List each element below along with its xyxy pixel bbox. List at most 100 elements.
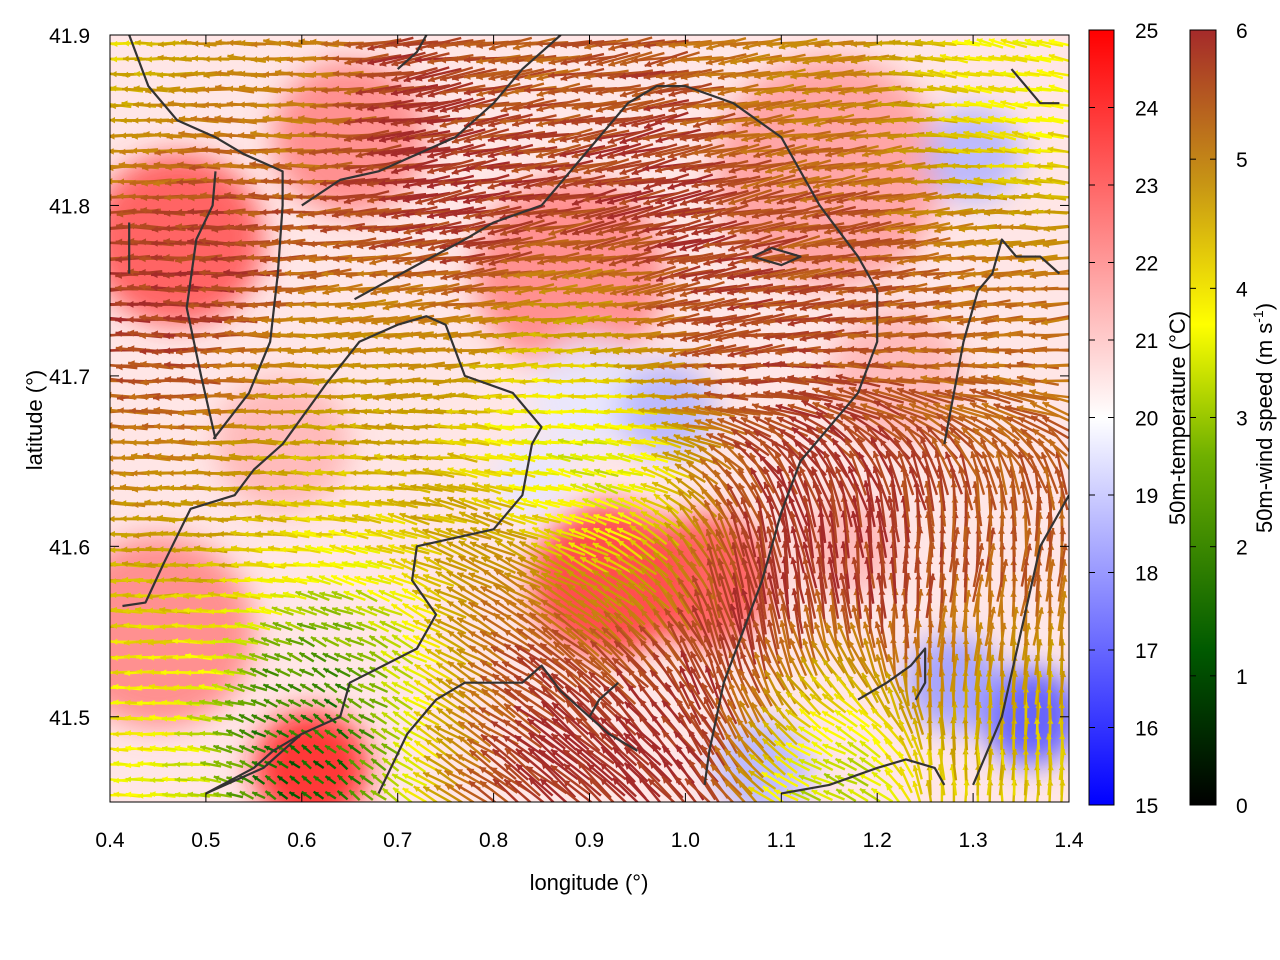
wind-vector	[359, 315, 398, 325]
wind-vector	[186, 714, 211, 722]
wind-vector	[368, 650, 389, 664]
wind-vector	[310, 651, 327, 663]
colorbar-tick-label: 16	[1135, 718, 1158, 741]
wind-vector	[387, 512, 418, 526]
wind-vector	[289, 775, 301, 785]
colorbar-tick-label: 21	[1135, 330, 1158, 353]
colorbar-tick-label: 15	[1135, 795, 1158, 818]
wind-vector	[382, 314, 423, 326]
wind-vector	[282, 591, 307, 600]
wind-vector	[367, 605, 390, 617]
wind-vector	[141, 177, 185, 187]
wind-vector	[298, 668, 315, 677]
wind-vector	[312, 790, 325, 800]
wind-vector-field	[110, 36, 1069, 802]
wind-vector	[263, 714, 278, 723]
y-tick-label: 41.5	[49, 707, 90, 730]
wind-vector	[360, 392, 397, 402]
wind-vector	[305, 561, 332, 568]
wind-vector	[276, 713, 289, 724]
wind-vector	[252, 774, 266, 785]
wind-vector	[356, 237, 401, 250]
wind-vector	[358, 728, 375, 740]
wind-vector	[259, 254, 306, 264]
wind-vector	[377, 574, 404, 587]
wind-vector	[141, 163, 184, 171]
wind-vector	[300, 714, 313, 723]
wind-vector	[355, 605, 378, 617]
wind-vector	[364, 544, 393, 555]
wind-vector	[356, 636, 377, 648]
wind-vector	[390, 603, 415, 620]
wind-vector	[248, 637, 270, 647]
wind-vector	[355, 589, 378, 603]
wind-vector	[285, 284, 328, 295]
wind-vector	[286, 651, 303, 663]
wind-vector	[380, 650, 401, 665]
wind-vector	[391, 634, 414, 650]
wind-vector	[198, 668, 224, 675]
wind-vector	[357, 683, 376, 693]
wind-vector	[367, 53, 414, 66]
wind-vector	[359, 743, 374, 756]
wind-colorbar-label-sup: -1	[1250, 310, 1266, 323]
wind-vector	[322, 652, 339, 662]
wind-vector	[288, 713, 301, 724]
wind-vector	[200, 775, 222, 784]
plot-area: 0.4 0.5 0.6 0.7 0.8 0.9 1.0 1.1 1.2 1.3 1.4 41.5 41…	[22, 25, 1084, 895]
wind-vector	[387, 529, 418, 540]
wind-vector	[370, 727, 387, 741]
wind-vector	[198, 683, 223, 692]
wind-vector	[213, 760, 233, 769]
wind-vector	[139, 222, 186, 232]
wind-vector	[271, 606, 294, 616]
wind-vector	[244, 576, 273, 584]
wind-vector	[274, 667, 291, 678]
wind-vector	[298, 636, 316, 648]
wind-colorbar-label-end: )	[1252, 303, 1277, 310]
wind-vector	[343, 590, 366, 602]
y-tick-label: 41.8	[49, 195, 90, 218]
colorbar-tick-label: 6	[1236, 20, 1248, 43]
wind-vector	[344, 637, 365, 647]
wind-vector	[251, 730, 267, 738]
wind-vector	[226, 791, 244, 799]
wind-vector	[198, 699, 223, 707]
x-tick-label: 0.5	[191, 829, 220, 852]
wind-vector	[388, 544, 417, 556]
wind-vector	[364, 528, 393, 541]
colorbar-tick-label: 22	[1135, 253, 1158, 276]
wind-vector	[343, 129, 390, 143]
wind-vector	[391, 681, 414, 695]
wind-colorbar-label: 50m-wind speed (m s-1)	[1250, 303, 1277, 533]
wind-vector	[340, 544, 369, 555]
y-tick-label: 41.9	[49, 25, 90, 48]
wind-vector	[264, 774, 277, 785]
wind-vector	[352, 544, 381, 554]
wind-vector	[392, 741, 413, 758]
wind-vector	[287, 683, 302, 693]
wind-vector	[296, 207, 342, 219]
wind-vector	[292, 545, 321, 554]
wind-vector	[224, 683, 245, 693]
wind-vector	[348, 789, 361, 801]
wind-vector	[259, 622, 282, 631]
wind-vector	[324, 790, 337, 800]
wind-vector	[354, 575, 379, 585]
wind-vector	[356, 621, 378, 632]
wind-vector	[291, 529, 322, 539]
wind-vector	[273, 637, 293, 646]
wind-vector	[175, 314, 223, 324]
wind-vector	[210, 668, 235, 676]
colorbar-tick-label: 0	[1236, 795, 1248, 818]
wind-vector	[211, 699, 234, 707]
wind-vector	[312, 759, 325, 770]
wind-vector	[368, 236, 413, 251]
wind-vector	[225, 729, 244, 739]
wind-vector	[363, 514, 394, 524]
wind-vector	[334, 667, 351, 678]
wind-vector	[297, 268, 340, 280]
wind-vector	[306, 575, 331, 586]
wind-colorbar: 0 1 2 3 4 5 6 50m-wind speed (m s-1)	[1189, 20, 1277, 818]
wind-vector	[367, 191, 414, 204]
